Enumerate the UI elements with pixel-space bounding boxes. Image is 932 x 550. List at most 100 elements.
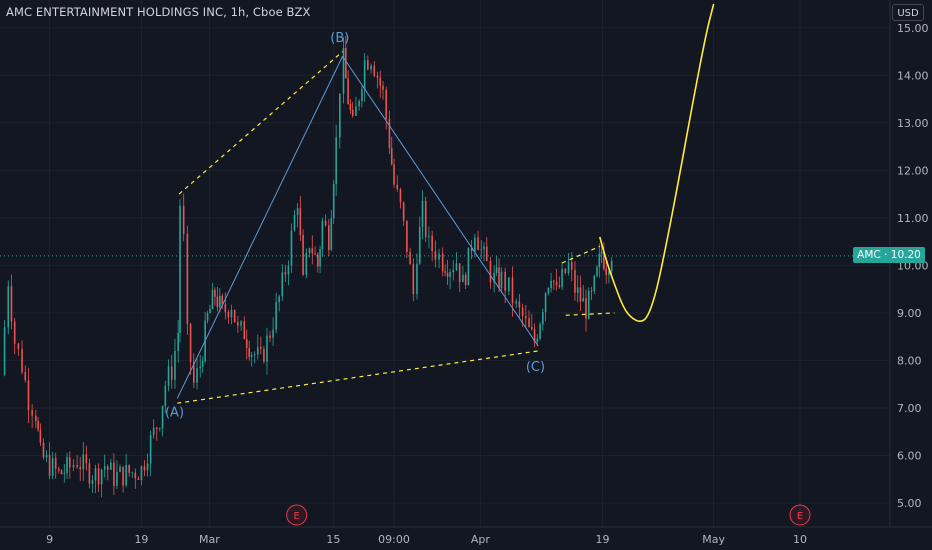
- candle-up: [94, 468, 97, 481]
- wave-label: (C): [526, 360, 545, 375]
- candle-up: [110, 462, 112, 470]
- y-tick-label: 13.00: [897, 117, 929, 130]
- candle-up: [7, 286, 10, 328]
- candle-up: [358, 100, 360, 107]
- candle-up: [610, 261, 613, 272]
- candle-down: [553, 280, 555, 282]
- candle-down: [227, 311, 230, 318]
- candle-up: [266, 335, 268, 362]
- candle-up: [131, 472, 134, 474]
- candle-down: [525, 316, 527, 319]
- candle-down: [574, 269, 576, 293]
- candle-up: [51, 458, 54, 476]
- candle-up: [474, 237, 476, 252]
- candle-down: [311, 248, 314, 254]
- candle-up: [330, 218, 333, 250]
- candle-down: [585, 298, 587, 319]
- candle-down: [314, 253, 316, 255]
- y-tick-label: 5.00: [897, 497, 922, 510]
- currency-button[interactable]: USD: [892, 4, 924, 21]
- candle-up: [332, 184, 335, 219]
- earnings-event-label: E: [797, 511, 803, 522]
- candle-down: [260, 347, 262, 349]
- candle-down: [385, 89, 388, 119]
- y-tick-label: 15.00: [897, 22, 929, 35]
- candle-down: [390, 148, 393, 165]
- elliott-wave-line: [176, 56, 344, 399]
- candle-down: [373, 65, 376, 76]
- earnings-event-icon[interactable]: [286, 504, 308, 526]
- candle-up: [561, 268, 563, 287]
- candle-down: [137, 478, 140, 481]
- candle-up: [495, 267, 498, 273]
- candle-up: [483, 246, 485, 250]
- candle-down: [224, 304, 227, 312]
- candle-down: [504, 271, 506, 291]
- candle-down: [528, 318, 530, 328]
- x-tick-label: Mar: [199, 533, 220, 546]
- candle-up: [361, 89, 363, 101]
- candle-up: [146, 463, 149, 471]
- candle-down: [464, 274, 467, 286]
- candle-down: [367, 60, 369, 70]
- x-tick-label: 10: [793, 533, 807, 546]
- candle-up: [550, 280, 552, 289]
- x-tick-label: Apr: [471, 533, 491, 546]
- candle-down: [351, 109, 354, 116]
- candle-up: [219, 295, 221, 308]
- candle-down: [10, 286, 13, 322]
- candle-up: [363, 60, 366, 90]
- candle-up: [608, 271, 610, 275]
- candle-up: [240, 321, 242, 326]
- candle-up: [119, 466, 121, 472]
- projection-curve: [598, 3, 715, 323]
- candle-up: [209, 309, 211, 314]
- candle-up: [149, 434, 152, 464]
- candle-up: [230, 309, 233, 318]
- candle-down: [570, 261, 573, 270]
- candle-down: [39, 429, 42, 443]
- candle-up: [66, 457, 68, 474]
- candle-down: [409, 252, 411, 265]
- candle-up: [206, 313, 209, 321]
- y-tick-label: 8.00: [897, 354, 922, 367]
- candle-up: [201, 361, 204, 367]
- candle-down: [564, 268, 567, 273]
- candle-down: [134, 472, 137, 479]
- earnings-event-icon[interactable]: [789, 504, 811, 526]
- wave-label: (A): [165, 405, 184, 420]
- candle-up: [3, 327, 6, 375]
- x-tick-label: 19: [134, 533, 148, 546]
- candle-down: [441, 253, 444, 272]
- candle-down: [122, 466, 124, 486]
- candle-down: [530, 327, 533, 330]
- candle-up: [196, 368, 198, 383]
- candle-down: [248, 347, 251, 357]
- candle-down: [402, 202, 405, 221]
- candle-down: [379, 77, 382, 86]
- candle-up: [275, 302, 277, 330]
- candle-down: [97, 468, 100, 485]
- candle-down: [458, 263, 461, 283]
- candle-up: [45, 454, 48, 458]
- candle-up: [179, 205, 181, 333]
- candle-up: [598, 253, 601, 268]
- candle-down: [143, 466, 146, 471]
- candle-down: [444, 271, 446, 273]
- candle-up: [500, 271, 503, 289]
- candle-down: [485, 246, 488, 262]
- current-price-badge: AMC · 10.20: [853, 247, 925, 263]
- candle-up: [576, 287, 579, 293]
- candle-up: [161, 405, 164, 429]
- candle-up: [100, 469, 103, 485]
- x-tick-label: 09:00: [378, 533, 410, 546]
- candle-up: [567, 261, 570, 273]
- candle-down: [555, 281, 558, 285]
- candle-down: [113, 462, 115, 486]
- candle-up: [211, 289, 214, 310]
- candle-up: [449, 271, 451, 277]
- candle-down: [48, 454, 51, 476]
- candle-down: [511, 277, 514, 304]
- candle-down: [345, 48, 347, 79]
